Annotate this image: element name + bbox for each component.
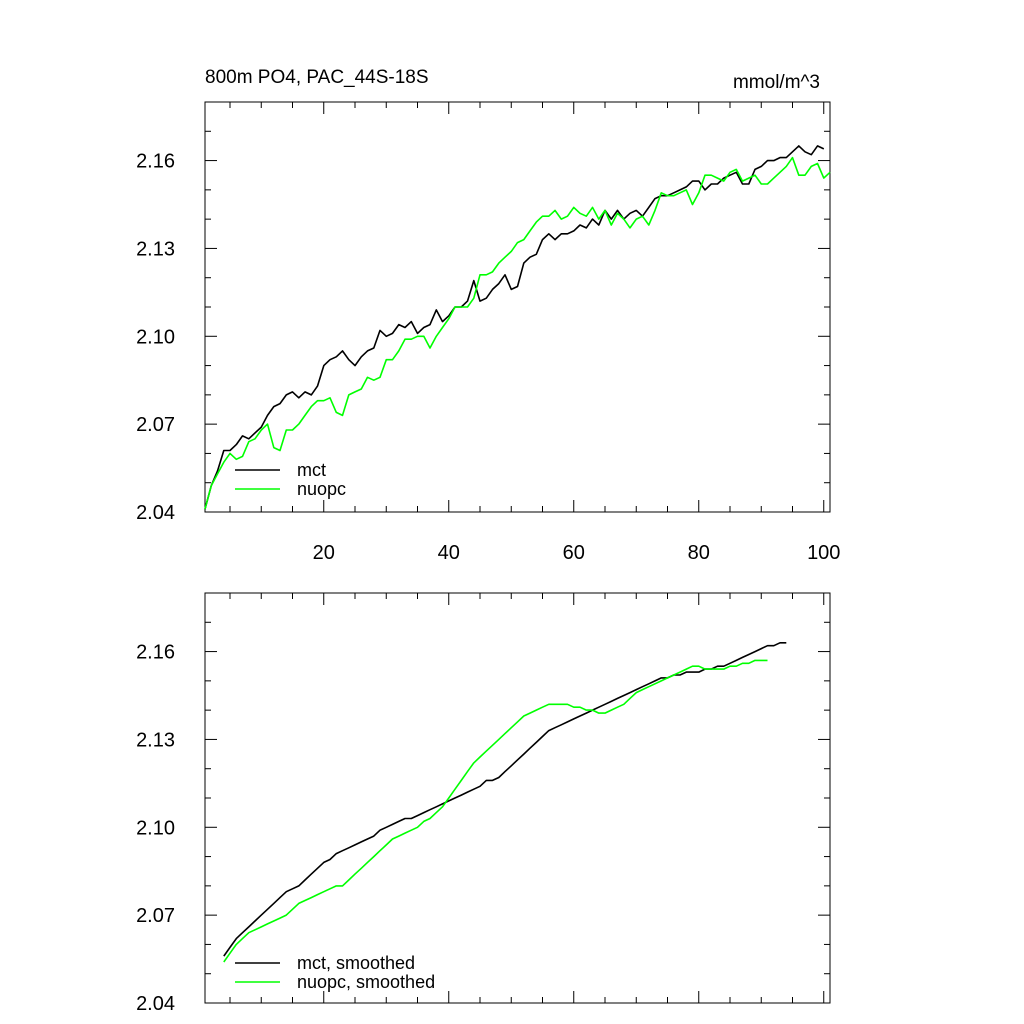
- y-tick-label: 2.04: [136, 502, 175, 524]
- x-tick-label: 20: [313, 542, 335, 564]
- x-tick-label: 60: [563, 542, 585, 564]
- x-tick-label: 100: [807, 542, 840, 564]
- legend-label: mct: [297, 460, 326, 480]
- legend-label: mct, smoothed: [297, 953, 415, 973]
- y-tick-label: 2.04: [136, 993, 175, 1015]
- plot-frame: [204, 101, 831, 513]
- y-tick-label: 2.13: [136, 729, 175, 751]
- series-line-nuopc: [204, 156, 831, 510]
- chart-title: 800m PO4, PAC_44S-18S: [205, 67, 429, 88]
- y-tick-label: 2.16: [136, 151, 175, 173]
- units-label: mmol/m^3: [733, 72, 820, 93]
- series-line-mct-smoothed: [223, 641, 787, 957]
- bottom-panel: 2.04 2.07 2.10 2.13 2.16 mct, smoothednuopc, …: [136, 592, 831, 1015]
- y-tick-label: 2.07: [136, 905, 175, 927]
- legend-label: nuopc, smoothed: [297, 972, 435, 992]
- x-tick-label: 40: [438, 542, 460, 564]
- y-tick-label: 2.10: [136, 817, 175, 839]
- x-tick-label: 80: [688, 542, 710, 564]
- y-tick-label: 2.10: [136, 326, 175, 348]
- y-tick-label: 2.13: [136, 238, 175, 260]
- series-line-mct: [204, 145, 825, 510]
- plot-frame: [204, 592, 831, 1004]
- series-line-nuopc-smoothed: [223, 659, 768, 963]
- legend-label: nuopc: [297, 479, 346, 499]
- y-tick-label: 2.16: [136, 642, 175, 664]
- y-tick-label: 2.07: [136, 414, 175, 436]
